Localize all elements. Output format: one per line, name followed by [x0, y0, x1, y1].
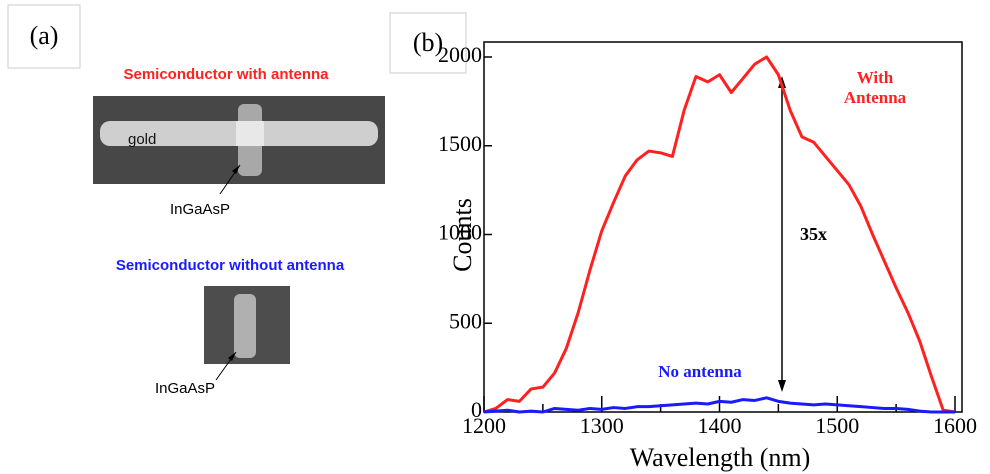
plot-frame — [483, 41, 963, 413]
annotation: 35x — [800, 224, 827, 244]
x-axis-label: Wavelength (nm) — [630, 443, 811, 472]
series-line — [483, 55, 956, 414]
label-box — [7, 4, 81, 69]
panel-label: (a) — [30, 21, 59, 50]
y-tick-label: 500 — [449, 308, 482, 333]
x-tick-label: 1500 — [815, 413, 859, 438]
y-tick-label: 1000 — [438, 220, 482, 245]
panel-label: (b) — [413, 28, 443, 57]
x-tick-label: 1200 — [462, 413, 506, 438]
series-label: No antenna — [658, 362, 742, 381]
overlap — [236, 121, 264, 146]
caption: Semiconductor without antenna — [116, 257, 345, 274]
arrowhead — [232, 165, 240, 174]
y-axis-label: Counts — [448, 198, 477, 272]
y-tick-label: 1500 — [438, 131, 482, 156]
caption: Semiconductor with antenna — [123, 66, 329, 83]
arrowhead — [778, 380, 786, 392]
x-tick-label: 1600 — [933, 413, 977, 438]
x-tick-label: 1300 — [580, 413, 624, 438]
series-line — [483, 396, 955, 414]
arrowhead — [228, 352, 236, 361]
x-tick-label: 1400 — [698, 413, 742, 438]
image-label: InGaAsP — [170, 201, 230, 218]
label-box — [389, 12, 467, 74]
y-tick-label: 2000 — [438, 42, 482, 67]
series-label: With Antenna — [843, 68, 907, 107]
image-label: InGaAsP — [155, 380, 215, 397]
y-tick-label: 0 — [471, 397, 482, 422]
semiconductor — [234, 294, 256, 358]
image-label: gold — [128, 131, 156, 148]
